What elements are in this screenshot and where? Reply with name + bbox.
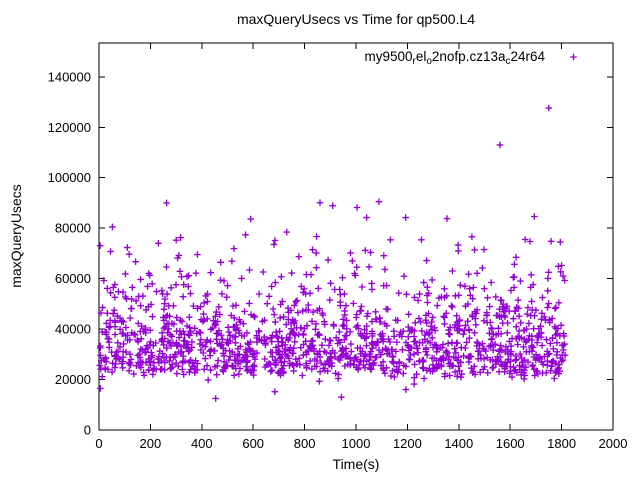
x-tick-label: 800 xyxy=(294,436,316,451)
x-tick-label: 1200 xyxy=(393,436,422,451)
y-tick-label: 140000 xyxy=(48,69,91,84)
y-tick-label: 60000 xyxy=(55,271,91,286)
x-tick-label: 1400 xyxy=(444,436,473,451)
y-axis-label: maxQueryUsecs xyxy=(8,184,24,288)
legend-label-subscript: c xyxy=(505,56,511,67)
scatter-points xyxy=(96,104,569,402)
y-tick-label: 20000 xyxy=(55,372,91,387)
axis-ticks xyxy=(98,43,614,431)
legend-marker-icon xyxy=(570,53,577,61)
x-tick-label: 400 xyxy=(191,436,213,451)
x-tick-label: 1000 xyxy=(342,436,371,451)
y-tick-label: 80000 xyxy=(55,221,91,236)
x-tick-label: 600 xyxy=(242,436,264,451)
y-tick-label: 100000 xyxy=(48,170,91,185)
legend-label-text: 2nofp.cz13a xyxy=(431,49,506,64)
legend-label-text: my9500 xyxy=(364,49,413,64)
legend-label-subscript: o xyxy=(426,56,432,67)
x-tick-label: 1800 xyxy=(547,436,576,451)
legend-label-text: el xyxy=(415,49,427,64)
x-tick-label: 1600 xyxy=(496,436,525,451)
legend-label-subscript: r xyxy=(412,56,416,67)
x-tick-label: 200 xyxy=(140,436,162,451)
legend: my9500relo2nofp.cz13ac24r64 xyxy=(364,49,545,67)
y-tick-label: 0 xyxy=(84,423,91,438)
y-tick-label: 40000 xyxy=(55,322,91,337)
x-tick-label: 0 xyxy=(95,436,102,451)
x-axis-label: Time(s) xyxy=(332,456,380,472)
legend-series-label: my9500relo2nofp.cz13ac24r64 xyxy=(364,49,545,67)
legend-label-text: 24r64 xyxy=(510,49,545,64)
y-tick-label: 120000 xyxy=(48,120,91,135)
x-tick-label: 2000 xyxy=(599,436,628,451)
chart-title: maxQueryUsecs vs Time for qp500.L4 xyxy=(236,11,476,27)
